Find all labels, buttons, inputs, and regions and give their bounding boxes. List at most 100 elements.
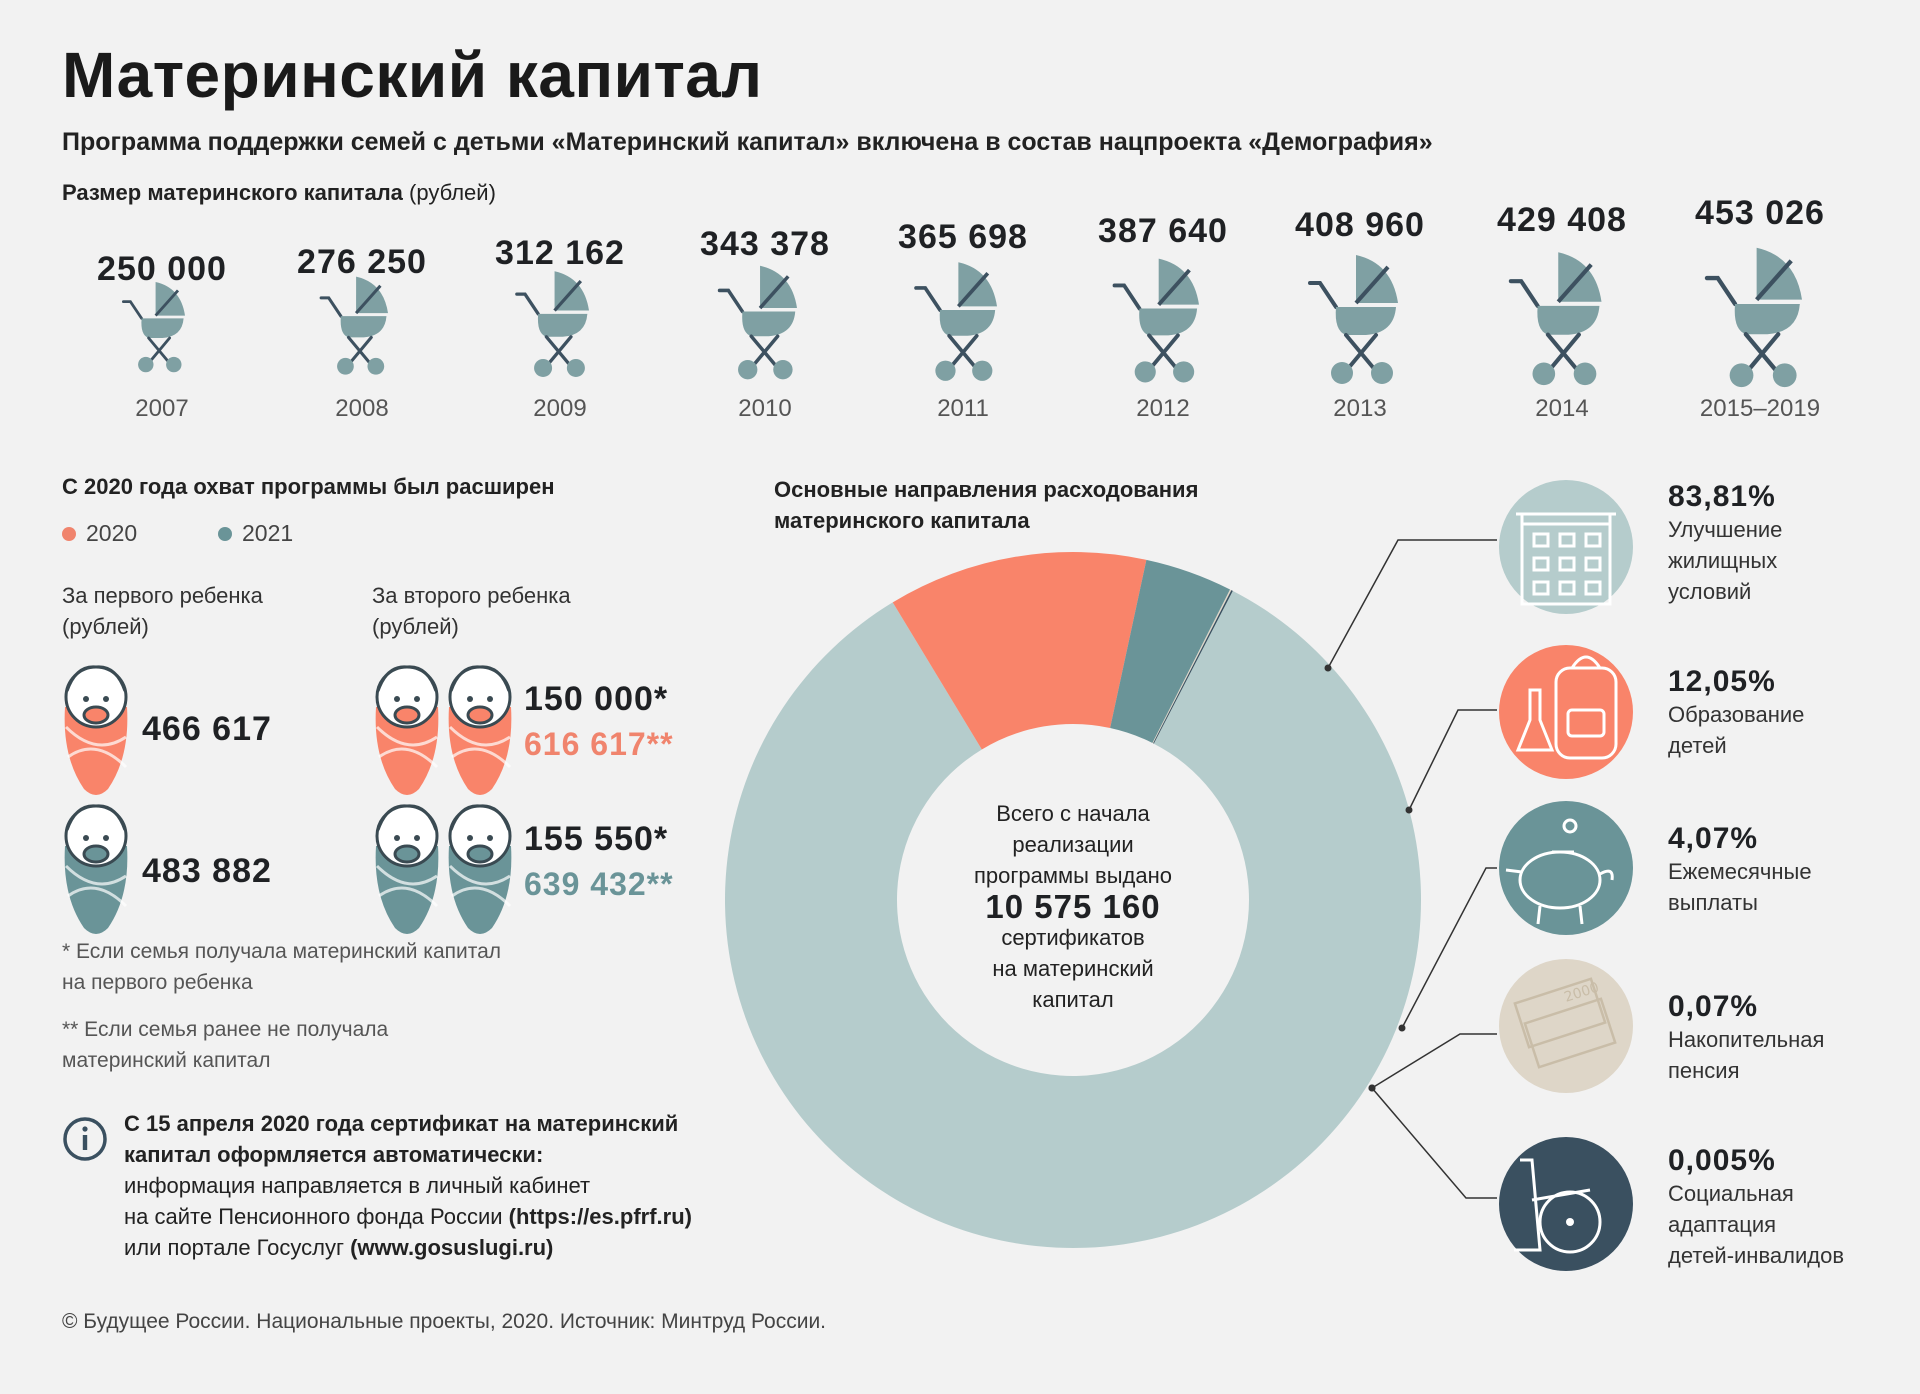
capital-value: 365 698 (898, 218, 1028, 256)
capital-value: 250 000 (97, 250, 227, 288)
baby-icon (64, 665, 128, 795)
donut-heading: Основные направления расходования матери… (774, 474, 1198, 536)
donut-heading-line-1: Основные направления расходования (774, 477, 1199, 502)
leader-line (1408, 709, 1497, 811)
category-name: адаптация (1668, 1212, 1777, 1237)
category-label: 0,005% Социальная адаптация детей-инвалидов (1668, 1144, 1844, 1271)
legend-2021: 2021 (218, 520, 293, 547)
capital-year: 2013 (1333, 395, 1387, 422)
category-name: детей (1668, 733, 1727, 758)
category-name: Социальная (1668, 1181, 1794, 1206)
category-name: Ежемесячные (1668, 859, 1812, 884)
page-subtitle: Программа поддержки семей с детьми «Мате… (62, 128, 1433, 156)
stroller-icon (1704, 247, 1802, 388)
stroller-icon (1308, 255, 1398, 384)
stroller-icon (122, 282, 185, 373)
note-2-line-1: ** Если семья ранее не получала (62, 1018, 389, 1041)
wheelchair-icon (1514, 1158, 1602, 1254)
center-line-6: капитал (1032, 987, 1114, 1012)
stroller-icon (717, 265, 797, 380)
stroller-icon (1112, 258, 1199, 383)
capital-size-unit: (рублей) (409, 180, 496, 205)
donut-slice (1110, 559, 1231, 743)
capital-value: 343 378 (700, 225, 830, 263)
note-1-line-2: на первого ребенка (62, 971, 253, 994)
center-line-3: программы выдано (973, 863, 1172, 888)
center-line-4: сертификатов (1001, 925, 1145, 950)
category-percent: 0,07% (1668, 990, 1759, 1023)
capital-year: 2009 (533, 395, 587, 422)
leader-dot (1405, 806, 1413, 814)
second-child-2020-value-a: 150 000* (524, 680, 669, 718)
capital-year: 2015–2019 (1699, 395, 1821, 422)
leader-line (1401, 867, 1497, 1029)
note-1-line-1: * Если семья получала материнский капита… (62, 940, 502, 963)
page-title: Материнский капитал (62, 39, 763, 111)
second-child-2021-value-b: 639 432** (524, 866, 674, 902)
category-percent: 83,81% (1668, 480, 1776, 513)
piggy-bank-icon (1505, 818, 1614, 925)
category-label: 0,07% Накопительная пенсия (1668, 990, 1824, 1086)
baby-icon (375, 665, 439, 795)
info-line-1: С 15 апреля 2020 года сертификат на мате… (124, 1111, 679, 1136)
category-name: детей-инвалидов (1668, 1243, 1845, 1268)
second-child-label: За второго ребенка (рублей) (372, 580, 571, 642)
donut-slice (1152, 589, 1232, 744)
capital-value: 453 026 (1695, 194, 1825, 232)
category-name: выплаты (1668, 890, 1758, 915)
second-child-unit: (рублей) (372, 614, 459, 639)
baby-icon (64, 804, 128, 934)
second-child-label-text: За второго ребенка (372, 583, 571, 608)
building-icon (1516, 512, 1616, 606)
stroller-icon (914, 262, 997, 381)
capital-value: 408 960 (1295, 206, 1425, 244)
category-name: пенсия (1668, 1058, 1740, 1083)
second-child-2020-value-b: 616 617** (524, 726, 674, 762)
baby-icon (375, 804, 439, 934)
donut-slice (725, 590, 1422, 1248)
legend-dot-2020 (62, 526, 76, 541)
category-icon-bg (1499, 645, 1633, 779)
first-child-unit: (рублей) (62, 614, 149, 639)
leader-line (1371, 1087, 1497, 1199)
first-child-2020-value: 466 617 (142, 710, 272, 748)
category-percent: 12,05% (1668, 665, 1776, 698)
capital-year: 2014 (1535, 395, 1589, 422)
capital-size-label: Размер материнского капитала (рублей) (62, 180, 496, 206)
leader-line (1371, 1033, 1497, 1089)
donut-slice (892, 552, 1147, 750)
capital-year: 2012 (1136, 395, 1190, 422)
center-line-2: реализации (1012, 832, 1134, 857)
capital-value: 276 250 (297, 243, 427, 281)
note-2-line-2: материнский капитал (62, 1049, 271, 1072)
capital-size-label-text: Размер материнского капитала (62, 180, 403, 205)
capital-value: 387 640 (1098, 212, 1228, 250)
category-label: 12,05% Образование детей (1668, 665, 1804, 761)
pfrf-link[interactable]: (https://es.pfrf.ru) (508, 1204, 692, 1229)
capital-year: 2010 (738, 395, 792, 422)
leader-line (1327, 539, 1497, 669)
stroller-icon (515, 271, 589, 377)
category-percent: 4,07% (1668, 822, 1759, 855)
category-percent: 0,005% (1668, 1144, 1776, 1177)
legend-label-2021: 2021 (242, 520, 294, 546)
note-1: * Если семья получала материнский капита… (62, 936, 501, 998)
info-line-5: или портале Госуслуг (124, 1235, 351, 1260)
capital-value: 312 162 (495, 234, 625, 272)
info-icon (63, 1117, 107, 1161)
capital-year: 2011 (937, 395, 989, 422)
category-label: 83,81% Улучшение жилищных условий (1668, 480, 1782, 607)
capital-year: 2008 (335, 395, 389, 422)
leader-dot (1398, 1024, 1406, 1032)
legend-label-2020: 2020 (86, 520, 138, 546)
category-label: 4,07% Ежемесячные выплаты (1668, 822, 1812, 918)
gosuslugi-link[interactable]: (www.gosuslugi.ru) (350, 1235, 554, 1260)
donut-slice (1153, 590, 1233, 744)
second-child-2021-value-a: 155 550* (524, 820, 669, 858)
category-icon-bg (1499, 959, 1633, 1093)
first-child-label-text: За первого ребенка (62, 583, 263, 608)
center-line-1: Всего с начала (996, 801, 1150, 826)
first-child-label: За первого ребенка (рублей) (62, 580, 263, 642)
leader-dot (1324, 664, 1332, 672)
